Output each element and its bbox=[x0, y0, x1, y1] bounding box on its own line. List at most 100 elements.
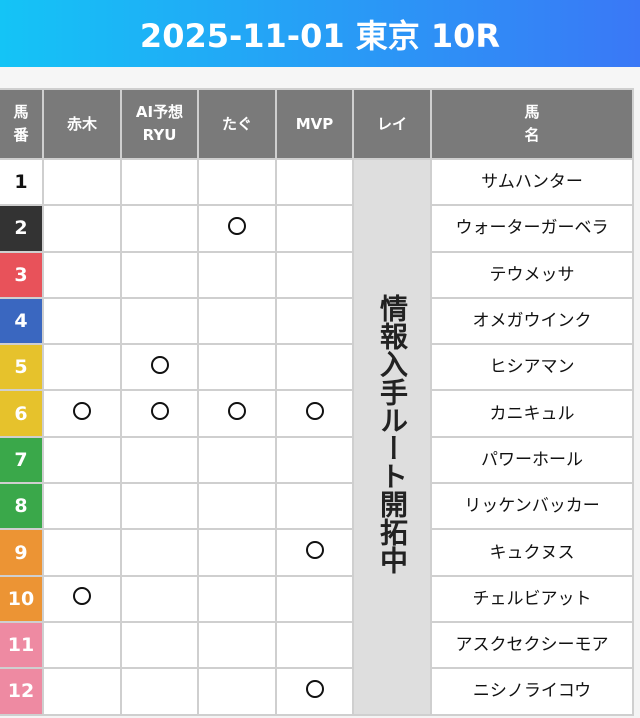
mark-cell-ai bbox=[122, 530, 197, 575]
mark-cell-akagi bbox=[44, 669, 120, 714]
mark-cell-akagi bbox=[44, 530, 120, 575]
circle-mark-icon bbox=[150, 402, 169, 421]
table-row: 7 パワーホール bbox=[0, 437, 632, 483]
mark-cell-ai bbox=[122, 391, 197, 436]
header-horse-name: 馬 名 bbox=[432, 90, 632, 158]
mark-cell-tagu bbox=[199, 669, 275, 714]
prediction-table: 馬 番 赤木 AI予想 RYU たぐ MVP レイ 馬 名 1 情報入手ルート開拓… bbox=[0, 88, 634, 716]
table-row: 8 リッケンバッカー bbox=[0, 484, 632, 529]
spacer bbox=[0, 67, 640, 90]
table-row: 11 アスクセクシーモア bbox=[0, 622, 632, 668]
circle-mark-icon bbox=[305, 402, 324, 421]
horse-name: キュクヌス bbox=[432, 530, 632, 575]
mark-cell-mvp bbox=[277, 530, 352, 575]
mark-cell-ai bbox=[122, 160, 197, 205]
mark-cell-mvp bbox=[277, 345, 352, 390]
mark-cell-mvp bbox=[277, 252, 352, 297]
mark-cell-ai bbox=[122, 484, 197, 529]
circle-mark-icon bbox=[150, 355, 169, 374]
mark-cell-akagi bbox=[44, 252, 120, 297]
horse-number: 2 bbox=[0, 206, 42, 251]
mark-cell-ai bbox=[122, 622, 197, 668]
mark-cell-ai bbox=[122, 345, 197, 390]
mark-cell-akagi bbox=[44, 622, 120, 668]
mark-cell-mvp bbox=[277, 437, 352, 483]
circle-mark-icon bbox=[305, 679, 324, 698]
horse-number: 5 bbox=[0, 345, 42, 390]
header-tagu-label: たぐ bbox=[221, 114, 252, 133]
rei-note-text: 情報入手ルート開拓中 bbox=[376, 294, 409, 575]
mark-cell-mvp bbox=[277, 298, 352, 344]
horse-name: カニキュル bbox=[432, 391, 632, 436]
table-row: 2 ウォーターガーベラ bbox=[0, 206, 632, 251]
mark-cell-ai bbox=[122, 206, 197, 251]
mark-cell-tagu bbox=[199, 437, 275, 483]
mark-cell-akagi bbox=[44, 576, 120, 621]
circle-mark-icon bbox=[73, 587, 91, 606]
horse-number: 12 bbox=[0, 669, 42, 714]
header-tagu: たぐ bbox=[199, 90, 275, 158]
page-title: 2025-11-01 東京 10R bbox=[139, 16, 501, 55]
mark-cell-akagi bbox=[44, 160, 120, 205]
mark-cell-mvp bbox=[277, 391, 352, 436]
horse-name: ニシノライコウ bbox=[432, 669, 632, 714]
mark-cell-mvp bbox=[277, 576, 352, 621]
mark-cell-ai bbox=[122, 298, 197, 344]
header-rei-label: レイ bbox=[376, 114, 407, 133]
header-mvp-label: MVP bbox=[295, 114, 334, 133]
horse-number: 11 bbox=[0, 622, 42, 668]
horse-number: 10 bbox=[0, 576, 42, 621]
mark-cell-mvp bbox=[277, 160, 352, 205]
horse-number: 6 bbox=[0, 391, 42, 436]
mark-cell-mvp bbox=[277, 669, 352, 714]
mark-cell-akagi bbox=[44, 437, 120, 483]
mark-cell-mvp bbox=[277, 622, 352, 668]
header-akagi-label: 赤木 bbox=[66, 114, 97, 133]
mark-cell-ai bbox=[122, 252, 197, 297]
circle-mark-icon bbox=[305, 541, 324, 560]
table-row: 4 オメガウインク bbox=[0, 298, 632, 344]
mark-cell-tagu bbox=[199, 160, 275, 205]
mark-cell-akagi bbox=[44, 484, 120, 529]
mark-cell-tagu bbox=[199, 252, 275, 297]
table-row: 12 ニシノライコウ bbox=[0, 669, 632, 714]
mark-cell-tagu bbox=[199, 391, 275, 436]
mark-cell-akagi bbox=[44, 391, 120, 436]
mark-cell-tagu bbox=[199, 622, 275, 668]
horse-name: ヒシアマン bbox=[432, 345, 632, 390]
mark-cell-akagi bbox=[44, 298, 120, 344]
horse-name: サムハンター bbox=[432, 160, 632, 205]
table-row: 10 チェルビアット bbox=[0, 576, 632, 621]
mark-cell-ai bbox=[122, 437, 197, 483]
circle-mark-icon bbox=[228, 402, 246, 421]
mark-cell-ai bbox=[122, 576, 197, 621]
horse-name: ウォーターガーベラ bbox=[432, 206, 632, 251]
horse-name: オメガウインク bbox=[432, 298, 632, 344]
header-rei: レイ bbox=[354, 90, 430, 158]
mark-cell-tagu bbox=[199, 298, 275, 344]
horse-name: パワーホール bbox=[432, 437, 632, 483]
horse-name: チェルビアット bbox=[432, 576, 632, 621]
mark-cell-tagu bbox=[199, 484, 275, 529]
header-umaban: 馬 番 bbox=[0, 90, 42, 158]
header-akagi: 赤木 bbox=[44, 90, 120, 158]
mark-cell-tagu bbox=[199, 206, 275, 251]
horse-number: 7 bbox=[0, 437, 42, 483]
horse-number: 9 bbox=[0, 530, 42, 575]
horse-name: テウメッサ bbox=[432, 252, 632, 297]
table-row: 5 ヒシアマン bbox=[0, 345, 632, 390]
header-mvp: MVP bbox=[277, 90, 352, 158]
mark-cell-tagu bbox=[199, 530, 275, 575]
header-umaban-label: 馬 番 bbox=[13, 103, 29, 144]
table-row: 9 キュクヌス bbox=[0, 530, 632, 575]
horse-number: 4 bbox=[0, 298, 42, 344]
horse-number: 8 bbox=[0, 484, 42, 529]
horse-name: アスクセクシーモア bbox=[432, 622, 632, 668]
circle-mark-icon bbox=[73, 402, 91, 421]
table-row: 1 情報入手ルート開拓中 サムハンター bbox=[0, 160, 632, 714]
mark-cell-akagi bbox=[44, 345, 120, 390]
header-ai-ryu-label: AI予想 RYU bbox=[135, 103, 184, 144]
mark-cell-akagi bbox=[44, 206, 120, 251]
horse-number: 3 bbox=[0, 252, 42, 297]
mark-cell-tagu bbox=[199, 576, 275, 621]
